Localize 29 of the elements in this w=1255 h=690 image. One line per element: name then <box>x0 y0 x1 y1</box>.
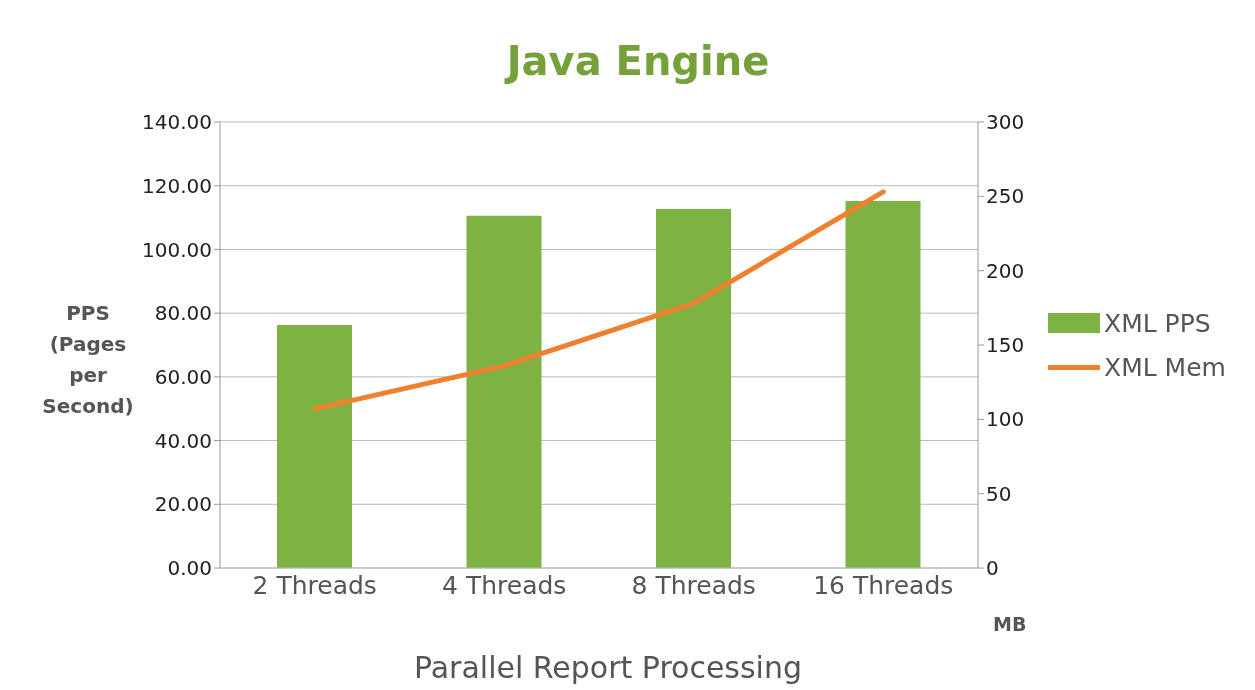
y-tick-label: 20.00 <box>154 492 212 517</box>
y2-tick-label: 150 <box>986 333 1025 358</box>
y2-tick-label: 200 <box>986 258 1025 283</box>
bar <box>277 324 352 568</box>
y-axis-title: PPS (Pages per Second) <box>41 300 135 420</box>
x-tick-label: 4 Threads <box>442 570 567 600</box>
y-tick-label: 0.00 <box>167 556 212 581</box>
y-tick-label: 40.00 <box>154 428 212 453</box>
chart-title: Java Engine <box>503 38 771 84</box>
y2-axis-title: MB <box>993 613 1027 635</box>
y-tick-label: 120.00 <box>142 173 212 198</box>
x-tick-label: 8 Threads <box>631 570 756 600</box>
y2-tick-label: 100 <box>986 407 1025 432</box>
y-tick-label: 80.00 <box>154 301 212 326</box>
y2-tick-label: 50 <box>986 481 1012 506</box>
legend-label: XML Mem <box>1104 352 1226 382</box>
y2-tick-label: 250 <box>986 184 1025 209</box>
y-tick-label: 60.00 <box>154 364 212 389</box>
x-axis-title: Parallel Report Processing <box>413 650 803 685</box>
x-tick-label: 2 Threads <box>252 570 377 600</box>
bar <box>845 201 921 568</box>
bar <box>656 208 731 568</box>
y-tick-label: 140.00 <box>142 110 212 135</box>
legend-label: XML PPS <box>1104 308 1211 338</box>
y-tick-label: 100.00 <box>142 237 212 262</box>
y2-tick-label: 0 <box>986 556 999 581</box>
x-tick-label: 16 Threads <box>813 570 954 600</box>
bar <box>466 215 542 568</box>
y2-tick-label: 300 <box>986 110 1025 135</box>
